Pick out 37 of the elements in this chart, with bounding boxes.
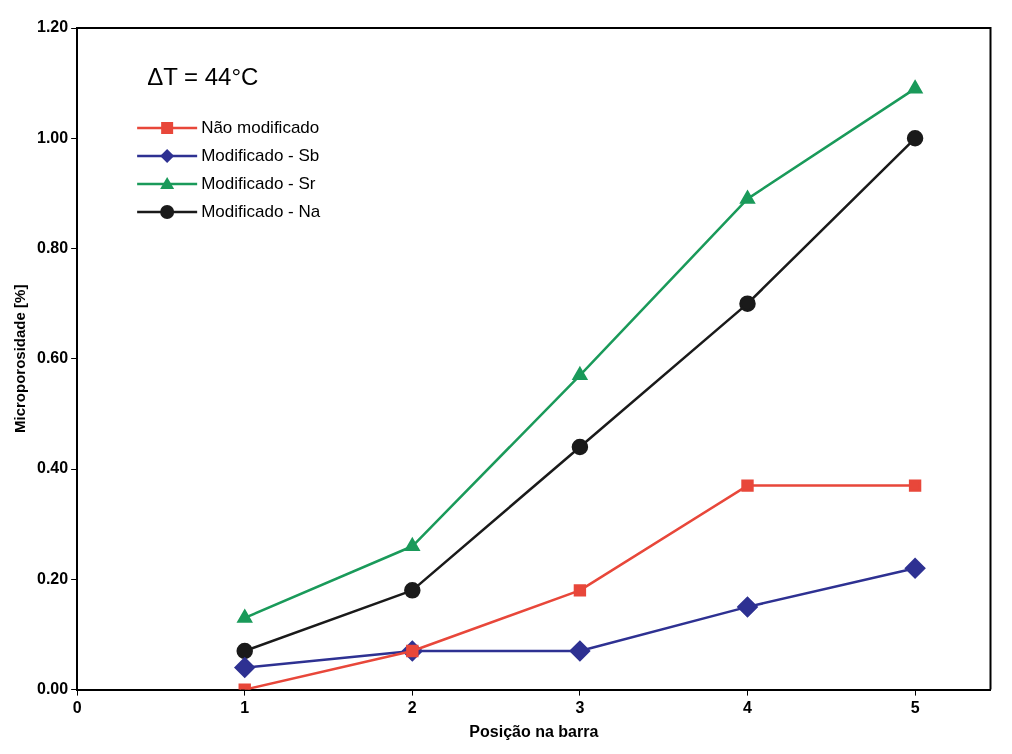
y-tick-label: 0.40 [37,459,69,477]
y-tick-label: 1.20 [37,18,69,36]
annotation: ΔT = 44°C [147,62,259,90]
point [236,642,253,660]
y-tick-label: 0.20 [37,569,69,587]
point [572,367,588,381]
point [741,479,754,492]
point [569,640,591,662]
legend-label: Modificado - Na [201,201,321,221]
y-tick-label: 0.80 [37,238,69,256]
point [907,80,923,94]
y-tick-label: 1.00 [37,128,69,146]
x-tick-label: 2 [407,698,417,716]
y-tick-label: 0.00 [37,680,69,698]
x-tick-label: 5 [910,698,920,716]
point [740,190,755,204]
point [234,657,255,678]
legend-label: Modificado - Sb [201,145,320,165]
x-axis-title: Posição na barra [469,722,599,740]
point [571,438,589,456]
point [404,582,421,599]
point [737,596,758,618]
x-tick-label: 0 [72,698,82,716]
legend-label: Modificado - Sr [201,173,316,193]
y-axis-title: Microporosidade [%] [11,284,29,433]
x-tick-label: 4 [743,698,753,716]
x-tick-label: 3 [575,698,585,716]
point [573,584,587,597]
y-tick-label: 0.60 [37,349,69,367]
point [237,609,253,623]
point [405,538,420,551]
point [739,295,756,312]
point [906,130,924,147]
x-tick-label: 1 [240,698,250,716]
legend-label: Não modificado [201,117,320,137]
point [908,479,922,492]
point [904,558,926,579]
